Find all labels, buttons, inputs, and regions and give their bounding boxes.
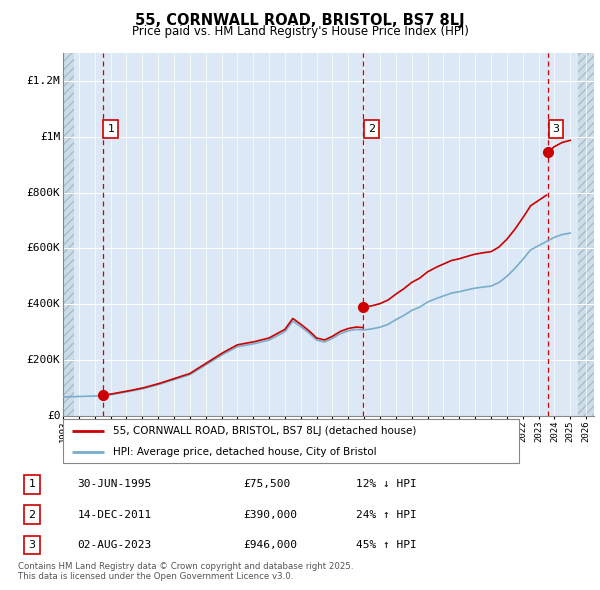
Text: Price paid vs. HM Land Registry's House Price Index (HPI): Price paid vs. HM Land Registry's House … [131, 25, 469, 38]
Text: 2: 2 [29, 510, 35, 520]
Text: HPI: Average price, detached house, City of Bristol: HPI: Average price, detached house, City… [113, 447, 377, 457]
Text: 30-JUN-1995: 30-JUN-1995 [77, 480, 151, 489]
Bar [578, 53, 594, 416]
Text: £75,500: £75,500 [244, 480, 291, 489]
Text: £1M: £1M [40, 132, 61, 142]
Text: 3: 3 [29, 540, 35, 550]
Text: 12% ↓ HPI: 12% ↓ HPI [356, 480, 417, 489]
Text: 1: 1 [107, 124, 115, 135]
Text: 02-AUG-2023: 02-AUG-2023 [77, 540, 151, 550]
Text: 1: 1 [29, 480, 35, 489]
Text: £0: £0 [47, 411, 61, 421]
Text: 24% ↑ HPI: 24% ↑ HPI [356, 510, 417, 520]
Text: Contains HM Land Registry data © Crown copyright and database right 2025.
This d: Contains HM Land Registry data © Crown c… [18, 562, 353, 581]
Text: £800K: £800K [26, 188, 61, 198]
Text: £1.2M: £1.2M [26, 76, 61, 86]
FancyBboxPatch shape [63, 419, 519, 463]
Text: 14-DEC-2011: 14-DEC-2011 [77, 510, 151, 520]
Text: 3: 3 [553, 124, 560, 135]
Text: 45% ↑ HPI: 45% ↑ HPI [356, 540, 417, 550]
Text: £946,000: £946,000 [244, 540, 298, 550]
Text: 2: 2 [368, 124, 376, 135]
Text: £390,000: £390,000 [244, 510, 298, 520]
Bar [63, 53, 74, 416]
Text: £400K: £400K [26, 299, 61, 309]
Text: 55, CORNWALL ROAD, BRISTOL, BS7 8LJ: 55, CORNWALL ROAD, BRISTOL, BS7 8LJ [135, 13, 465, 28]
Text: £200K: £200K [26, 355, 61, 365]
Text: £600K: £600K [26, 244, 61, 254]
Text: 55, CORNWALL ROAD, BRISTOL, BS7 8LJ (detached house): 55, CORNWALL ROAD, BRISTOL, BS7 8LJ (det… [113, 427, 416, 436]
